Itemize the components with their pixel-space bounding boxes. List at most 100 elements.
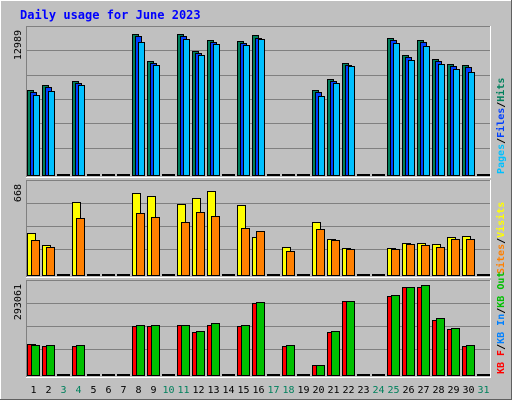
panel-visits-sites: 668 Sites/Visits [13,180,507,278]
legend-label-files: Files [495,108,507,138]
bar-kb-out-day-28 [436,318,445,376]
bar-pages-day-8 [138,42,145,176]
bar-pages-day-17 [273,174,280,176]
panel-kb: 293061 KB F/KB In/KB Out [13,272,507,378]
x-tick-label-4: 4 [75,385,81,396]
bar-pages-day-4 [78,85,85,176]
x-tick-label-2: 2 [45,385,51,396]
bar-kb-out-day-2 [46,345,55,376]
legend-label-sites: Sites [495,244,507,274]
x-tick-label-8: 8 [135,385,141,396]
y-axis-max-label: 293061 [13,284,24,320]
legend-separator: / [496,138,507,144]
x-tick-label-1: 1 [30,385,36,396]
bar-pages-day-3 [63,174,70,176]
bar-pages-day-29 [453,69,460,176]
legend-separator: / [496,344,507,350]
bar-pages-day-25 [393,43,400,176]
bar-pages-day-20 [318,96,325,176]
bar-sites-day-14 [226,274,235,276]
legend-separator: / [496,308,507,314]
bar-kb-out-day-10 [166,374,175,376]
x-tick-label-19: 19 [297,385,309,396]
bar-sites-day-23 [361,274,370,276]
bar-sites-day-31 [481,274,490,276]
bar-kb-out-day-21 [331,331,340,376]
bar-kb-out-day-4 [76,345,85,376]
bar-sites-day-10 [166,274,175,276]
bar-sites-day-1 [31,240,40,276]
x-tick-label-22: 22 [342,385,354,396]
bar-pages-day-6 [108,174,115,176]
bar-kb-out-day-8 [136,325,145,376]
bar-kb-out-day-11 [181,325,190,376]
x-tick-label-16: 16 [252,385,264,396]
x-tick-label-25: 25 [387,385,399,396]
bar-kb-out-day-1 [31,345,40,376]
bar-kb-out-day-13 [211,323,220,376]
bar-pages-day-19 [303,174,310,176]
bar-sites-day-28 [436,247,445,276]
bar-kb-out-day-23 [361,374,370,376]
x-tick-label-17: 17 [267,385,279,396]
bar-kb-out-day-9 [151,325,160,376]
x-tick-label-15: 15 [237,385,249,396]
bar-pages-day-7 [123,174,130,176]
bar-pages-day-21 [333,83,340,176]
x-tick-label-12: 12 [192,385,204,396]
y-axis-max-label: 12989 [13,30,24,60]
bar-sites-day-15 [241,228,250,276]
bar-pages-day-12 [198,55,205,176]
bar-sites-day-7 [121,274,130,276]
legend-label-visits: Visits [495,202,507,238]
legend-label-kb-in: KB In [496,314,507,344]
bar-pages-day-23 [363,174,370,176]
bar-kb-out-day-24 [376,374,385,376]
x-tick-label-14: 14 [222,385,234,396]
bar-kb-out-day-25 [391,295,400,376]
bar-sites-day-25 [391,249,400,276]
legend-label-pages: Pages [496,144,507,174]
bar-kb-out-day-26 [406,287,415,376]
bar-kb-out-day-14 [226,374,235,376]
x-axis-day-labels: 1 2 3 4 5 6 7 8 9 10 11 12 13 14 15 16 17 18 19 20 21 22 23 24 2… [30,385,489,396]
bar-kb-out-day-7 [121,374,130,376]
bar-sites-day-3 [61,274,70,276]
bar-sites-day-30 [466,239,475,276]
bar-kb-out-day-5 [91,374,100,376]
bar-sites-day-26 [406,244,415,276]
bar-sites-day-11 [181,222,190,276]
bar-kb-out-day-12 [196,331,205,376]
bar-kb-out-day-20 [316,365,325,376]
bar-pages-day-27 [423,46,430,176]
legend-separator: / [496,102,507,108]
bar-pages-day-30 [468,72,475,176]
bar-kb-out-day-17 [271,374,280,376]
right-legend-labels: Pages/Files/Hits [495,78,507,174]
bar-sites-day-22 [346,249,355,276]
bar-pages-day-1 [33,95,40,176]
bar-sites-day-17 [271,274,280,276]
bar-pages-day-15 [243,45,250,176]
x-tick-label-13: 13 [207,385,219,396]
right-legend-labels: KB F/KB In/KB Out [496,272,507,374]
bar-kb-out-day-6 [106,374,115,376]
bar-pages-day-9 [153,65,160,176]
bar-sites-day-27 [421,245,430,276]
bar-kb-out-day-19 [301,374,310,376]
x-tick-label-18: 18 [282,385,294,396]
bar-sites-day-9 [151,217,160,276]
bar-kb-out-day-3 [61,374,70,376]
bar-pages-day-2 [48,91,55,176]
bar-kb-out-day-30 [466,345,475,376]
legend-label-kb-out: KB Out [496,272,507,308]
bar-sites-day-29 [451,239,460,276]
bar-kb-out-day-29 [451,328,460,376]
bar-kb-out-day-27 [421,285,430,376]
bar-pages-day-26 [408,60,415,176]
x-tick-label-24: 24 [372,385,384,396]
x-tick-label-23: 23 [357,385,369,396]
bar-sites-day-16 [256,231,265,276]
right-legend-labels: Sites/Visits [495,202,507,274]
x-tick-label-21: 21 [327,385,339,396]
